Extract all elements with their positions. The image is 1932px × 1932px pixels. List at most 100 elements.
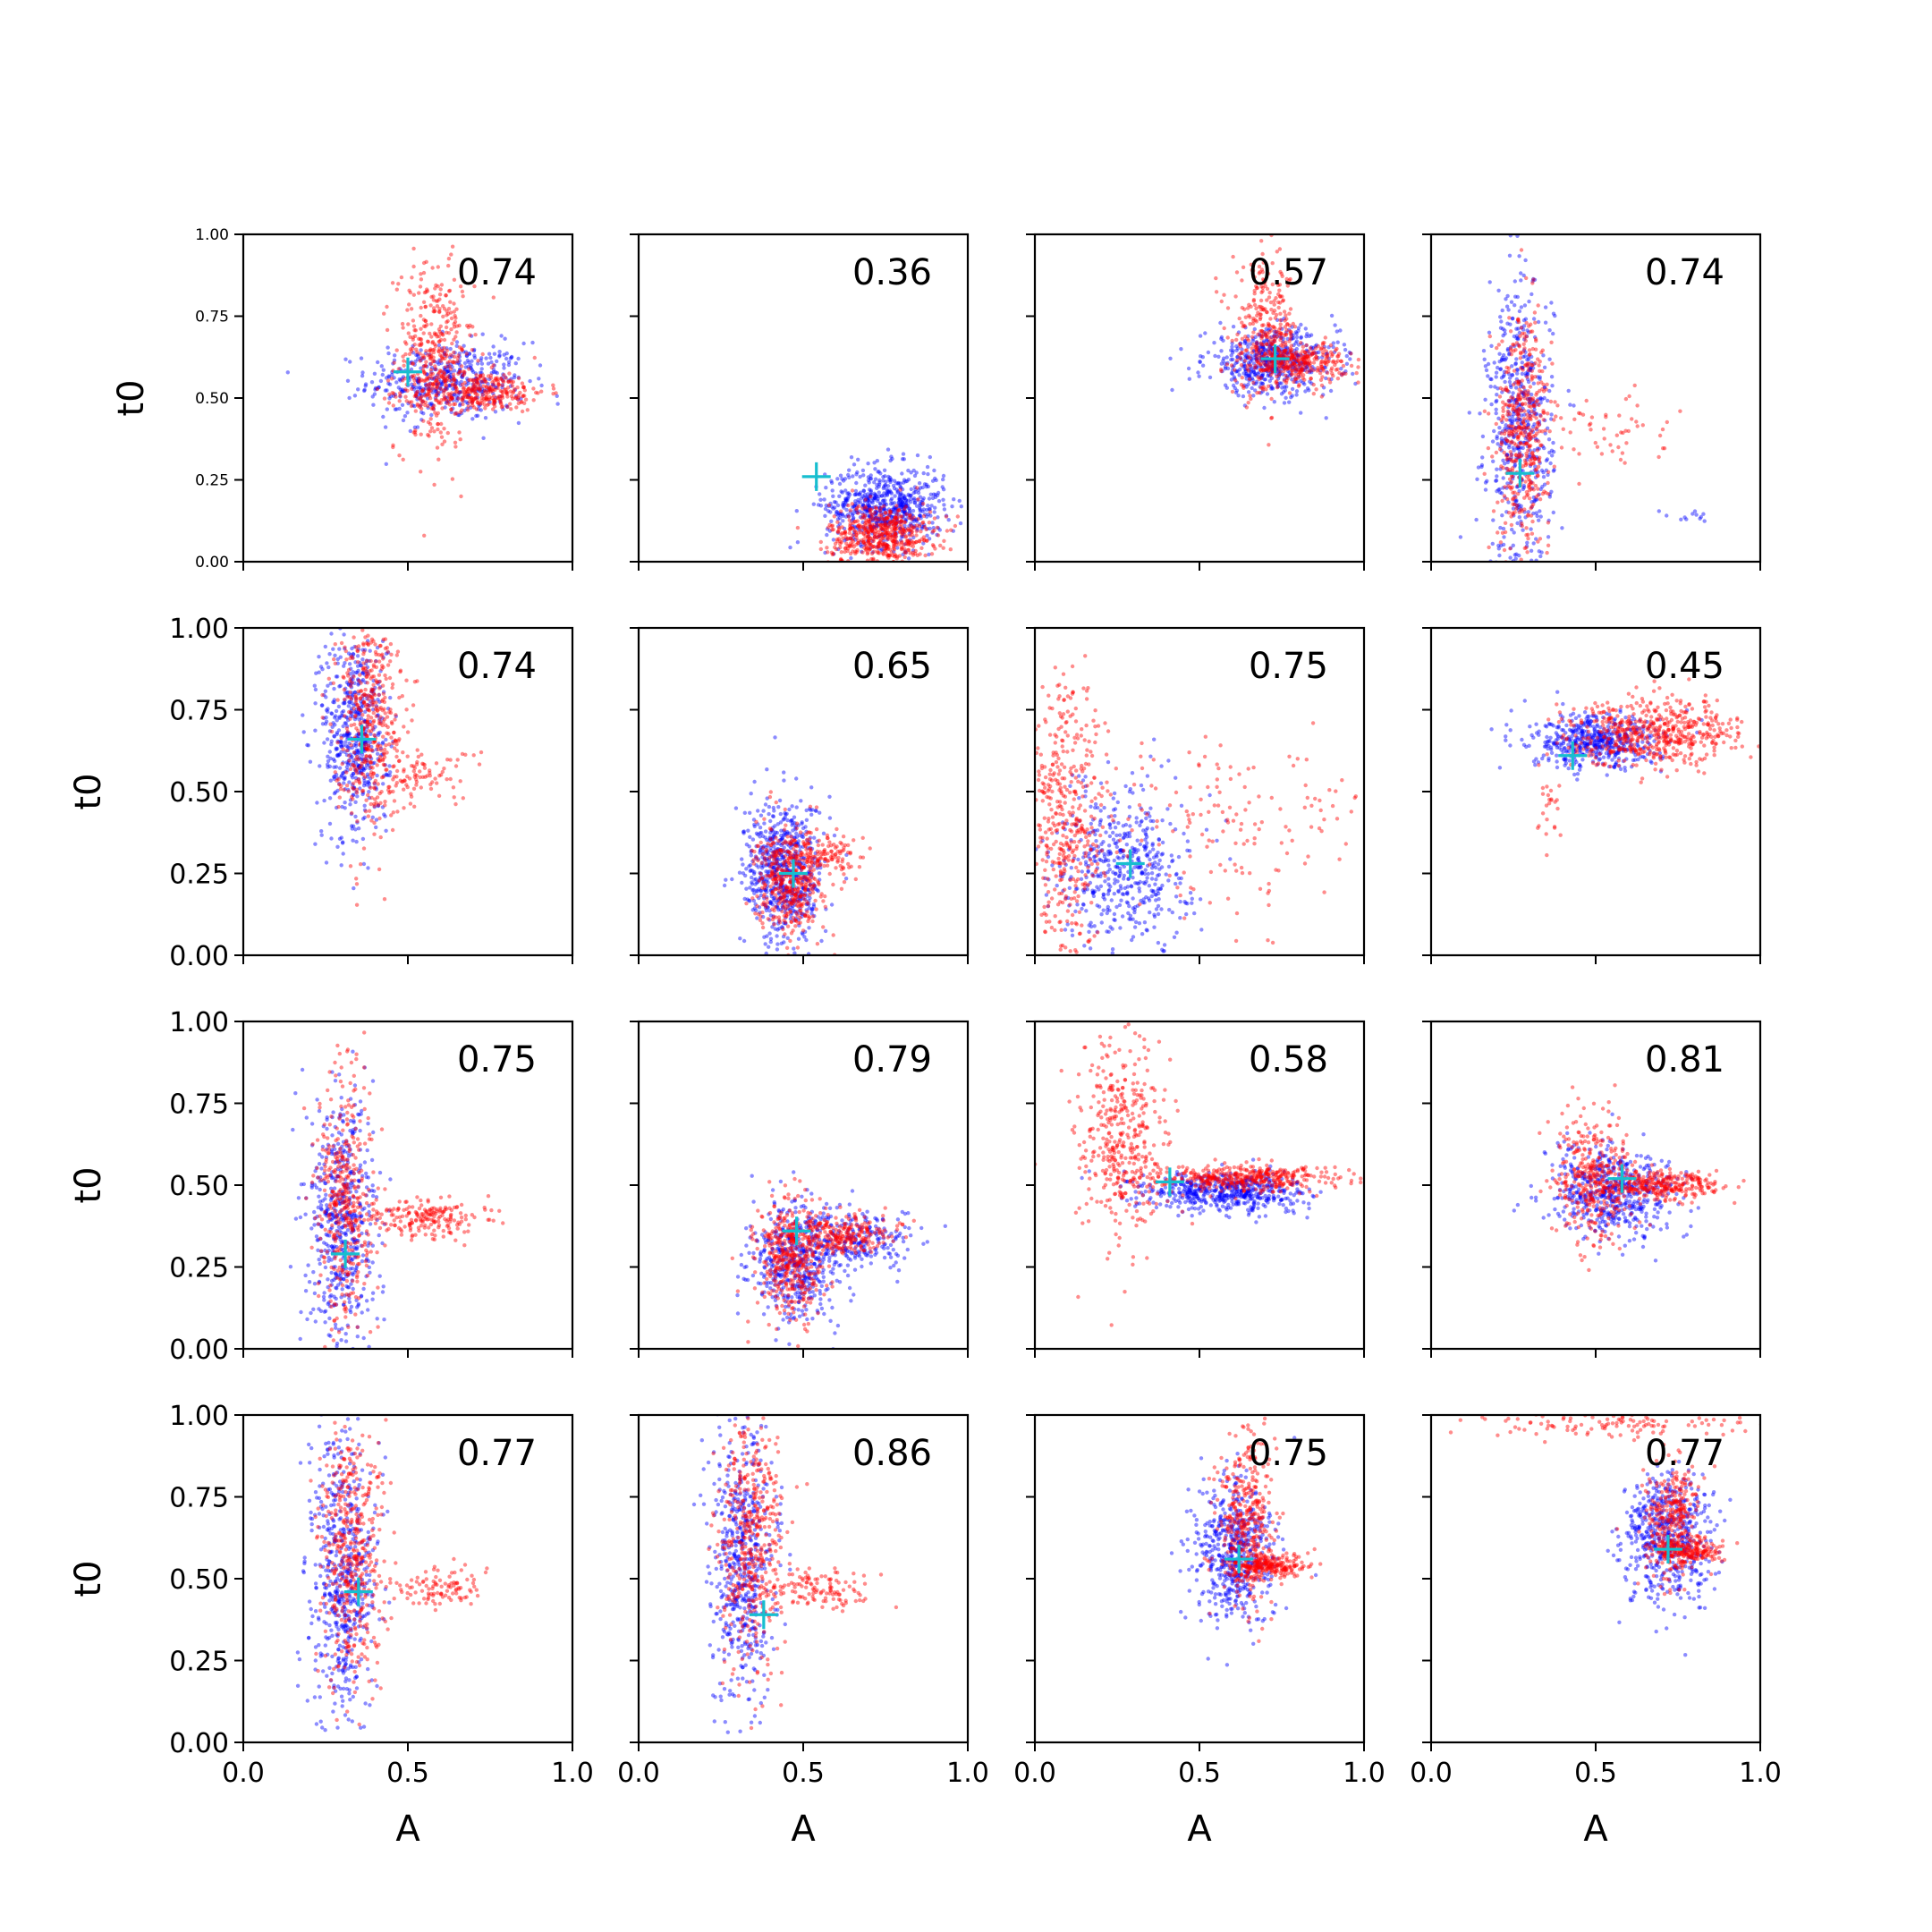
blue-point xyxy=(338,742,343,748)
red-point xyxy=(861,540,866,546)
red-point xyxy=(1530,377,1534,382)
blue-point xyxy=(332,733,336,739)
red-point xyxy=(841,571,844,574)
blue-point xyxy=(1263,332,1268,337)
red-point xyxy=(861,532,866,537)
blue-point xyxy=(415,352,420,357)
blue-point xyxy=(474,389,479,394)
blue-point xyxy=(357,710,361,716)
red-point xyxy=(508,389,513,394)
red-point xyxy=(889,519,894,524)
blue-point xyxy=(356,765,360,769)
blue-point xyxy=(1523,258,1528,263)
red-point xyxy=(470,398,476,402)
blue-point xyxy=(1280,361,1285,367)
blue-point xyxy=(958,521,963,526)
blue-point xyxy=(899,505,903,510)
red-point xyxy=(484,396,489,402)
blue-point xyxy=(941,477,945,482)
blue-point xyxy=(1528,397,1533,402)
blue-point xyxy=(387,375,392,379)
blue-point xyxy=(900,509,904,514)
blue-point xyxy=(364,763,369,767)
blue-point xyxy=(1511,477,1515,481)
red-point xyxy=(1502,431,1507,436)
red-point xyxy=(472,389,478,394)
blue-point xyxy=(1300,367,1305,372)
blue-point xyxy=(1270,340,1275,345)
blue-point xyxy=(1233,360,1239,365)
blue-point xyxy=(1497,621,1501,624)
blue-point xyxy=(438,379,444,384)
red-point xyxy=(1254,284,1258,289)
red-point xyxy=(884,531,889,536)
red-point xyxy=(551,392,555,396)
red-point xyxy=(1505,466,1510,471)
red-point xyxy=(1275,346,1281,351)
blue-point xyxy=(374,787,378,792)
blue-point xyxy=(437,386,442,391)
blue-point xyxy=(852,532,856,538)
blue-point xyxy=(360,817,366,821)
red-point xyxy=(440,375,445,380)
red-point xyxy=(818,547,823,552)
red-point xyxy=(869,514,874,519)
blue-point xyxy=(900,471,904,476)
red-point xyxy=(432,429,436,434)
red-point xyxy=(419,402,424,407)
red-point xyxy=(413,393,419,397)
red-point xyxy=(1258,298,1264,303)
blue-point xyxy=(927,537,932,541)
blue-point xyxy=(345,690,351,695)
red-point xyxy=(891,519,895,524)
blue-point xyxy=(1545,398,1550,403)
red-point xyxy=(1657,454,1661,460)
blue-point xyxy=(918,513,922,518)
red-point xyxy=(1267,339,1273,343)
blue-point xyxy=(1219,336,1224,341)
blue-point xyxy=(1266,349,1270,353)
red-point xyxy=(1524,546,1529,550)
blue-point xyxy=(866,478,871,483)
blue-point xyxy=(1219,335,1224,340)
blue-point xyxy=(842,526,847,531)
red-point xyxy=(839,532,843,537)
red-point xyxy=(882,548,886,553)
blue-point xyxy=(1519,506,1523,511)
red-point xyxy=(484,385,489,390)
blue-point xyxy=(1232,375,1237,379)
blue-point xyxy=(1515,505,1520,511)
blue-point xyxy=(1551,331,1555,336)
red-point xyxy=(896,507,902,513)
red-point xyxy=(1516,318,1521,322)
blue-point xyxy=(1275,385,1280,389)
blue-point xyxy=(385,773,389,777)
red-point xyxy=(1525,361,1530,366)
blue-point xyxy=(346,733,352,737)
blue-point xyxy=(902,502,907,507)
red-point xyxy=(894,516,899,521)
blue-point xyxy=(865,509,869,513)
blue-point xyxy=(344,765,350,769)
blue-point xyxy=(1236,330,1241,335)
red-point xyxy=(914,533,919,538)
red-point xyxy=(1614,433,1620,437)
red-point xyxy=(441,314,445,319)
blue-point xyxy=(924,485,929,489)
blue-point xyxy=(332,698,336,702)
red-point xyxy=(833,545,837,550)
red-point xyxy=(1251,299,1257,303)
blue-point xyxy=(1343,369,1348,374)
red-point xyxy=(884,548,888,554)
blue-point xyxy=(1314,343,1319,347)
red-point xyxy=(1526,389,1530,394)
blue-point xyxy=(892,479,897,483)
red-point xyxy=(1305,360,1310,366)
red-point xyxy=(421,260,427,266)
blue-point xyxy=(907,524,911,529)
blue-point xyxy=(912,523,917,528)
red-point xyxy=(468,396,472,401)
red-point xyxy=(421,364,426,369)
red-point xyxy=(518,390,522,395)
red-point xyxy=(1530,376,1535,380)
